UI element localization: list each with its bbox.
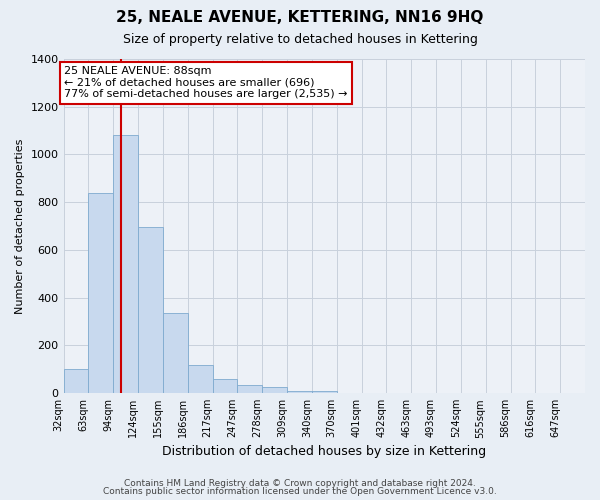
Text: 25, NEALE AVENUE, KETTERING, NN16 9HQ: 25, NEALE AVENUE, KETTERING, NN16 9HQ (116, 10, 484, 25)
Text: Size of property relative to detached houses in Kettering: Size of property relative to detached ho… (122, 32, 478, 46)
Bar (312, 391, 337, 393)
Text: Contains HM Land Registry data © Crown copyright and database right 2024.: Contains HM Land Registry data © Crown c… (124, 478, 476, 488)
Text: Contains public sector information licensed under the Open Government Licence v3: Contains public sector information licen… (103, 487, 497, 496)
Bar (88, 192, 113, 393)
Bar (262, 387, 287, 393)
X-axis label: Distribution of detached houses by size in Kettering: Distribution of detached houses by size … (162, 444, 487, 458)
Bar (287, 391, 312, 393)
Bar (64, 370, 88, 393)
Bar (113, 136, 138, 393)
Bar (188, 364, 212, 393)
Bar (238, 385, 262, 393)
Bar (163, 313, 188, 393)
Bar (212, 379, 238, 393)
Y-axis label: Number of detached properties: Number of detached properties (15, 138, 25, 314)
Bar (138, 228, 163, 393)
Text: 25 NEALE AVENUE: 88sqm
← 21% of detached houses are smaller (696)
77% of semi-de: 25 NEALE AVENUE: 88sqm ← 21% of detached… (64, 66, 348, 100)
